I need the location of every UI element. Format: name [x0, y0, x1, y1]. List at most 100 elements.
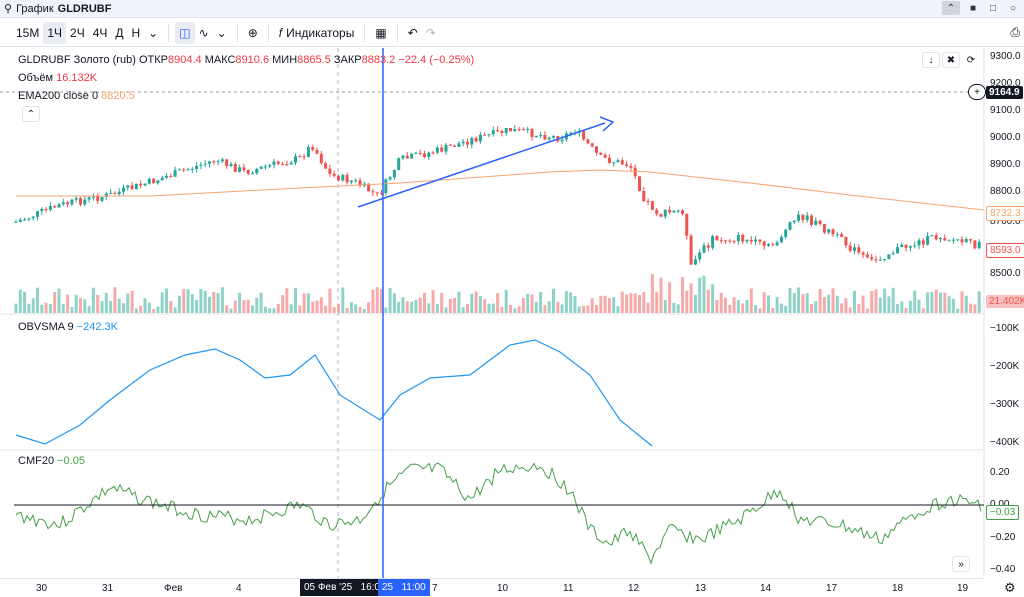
- volume-bar: [934, 289, 938, 313]
- refresh-icon[interactable]: ⟳: [962, 52, 980, 68]
- indicators-button[interactable]: f Индикаторы: [275, 22, 359, 44]
- volume-bar: [358, 306, 362, 313]
- trend-line[interactable]: [357, 122, 606, 208]
- interval-15m[interactable]: 15М: [16, 25, 40, 40]
- volume-bar: [655, 292, 659, 313]
- candle: [27, 218, 31, 220]
- candle: [418, 152, 422, 154]
- candle: [109, 192, 113, 194]
- indicators-label: Индикаторы: [286, 25, 355, 40]
- volume-bar: [478, 296, 482, 313]
- fx-icon: f: [278, 25, 283, 40]
- layouts-grid-icon[interactable]: ▦: [375, 25, 387, 40]
- volume-bar: [272, 308, 276, 313]
- candle: [650, 201, 654, 210]
- interval-1h[interactable]: 1Ч: [43, 21, 67, 44]
- candle: [289, 162, 293, 165]
- volume-bar: [539, 292, 543, 313]
- obv-tick: −400K: [990, 437, 1020, 448]
- candle: [233, 164, 237, 172]
- minimize-icon[interactable]: ■: [969, 2, 977, 14]
- candle: [827, 229, 831, 233]
- volume-bar: [324, 305, 328, 313]
- interval-day[interactable]: Д: [115, 25, 124, 40]
- candle: [139, 183, 143, 186]
- volume-bar: [638, 294, 641, 313]
- undo-icon[interactable]: ↶: [407, 25, 418, 40]
- candle: [913, 245, 917, 247]
- trend-arrowhead[interactable]: [599, 116, 615, 132]
- settings-gear-icon[interactable]: ⚙: [1004, 580, 1016, 595]
- volume-bar: [100, 301, 104, 313]
- volume-bar: [745, 299, 749, 313]
- redo-icon[interactable]: ↷: [425, 25, 436, 40]
- volume-bar: [96, 294, 100, 313]
- line-chart-icon[interactable]: ∿: [198, 25, 209, 40]
- volume-bar: [302, 293, 306, 313]
- volume-bar: [147, 302, 151, 313]
- compare-plus-icon[interactable]: ⊕: [247, 25, 258, 40]
- chevron-up-icon[interactable]: ⌃: [942, 1, 960, 15]
- add-plus-icon[interactable]: +: [968, 84, 986, 100]
- volume-bar: [749, 288, 753, 313]
- volume-bar: [483, 299, 487, 313]
- candle: [388, 177, 392, 180]
- price-chart[interactable]: [0, 48, 1024, 597]
- candle: [225, 159, 229, 166]
- candle: [659, 214, 663, 217]
- scroll-to-realtime-button[interactable]: »: [952, 556, 970, 572]
- close-icon[interactable]: ○: [1009, 2, 1017, 14]
- volume-bar: [169, 301, 173, 313]
- volume-bar: [779, 303, 783, 313]
- candle: [547, 137, 551, 140]
- interval-4h[interactable]: 4Ч: [92, 25, 108, 40]
- candle: [586, 139, 590, 144]
- restore-icon[interactable]: □: [989, 2, 997, 14]
- volume-bar: [242, 300, 246, 313]
- candles-icon[interactable]: ◫: [175, 21, 195, 44]
- candle: [104, 193, 108, 198]
- volume-bar: [633, 293, 637, 313]
- candle: [896, 247, 899, 254]
- candle: [358, 180, 362, 186]
- title-symbol[interactable]: GLDRUBF: [57, 2, 112, 15]
- volume-bar: [521, 298, 525, 313]
- volume-bar: [564, 291, 568, 313]
- candle: [719, 240, 723, 242]
- volume-bar: [79, 298, 82, 313]
- interval-2h[interactable]: 2Ч: [70, 25, 85, 40]
- candle: [951, 239, 955, 241]
- volume-bar: [960, 291, 964, 313]
- volume-bar: [702, 275, 706, 313]
- volume-legend: Объём 16.132K: [18, 72, 98, 84]
- candle: [423, 153, 426, 158]
- volume-bar: [345, 307, 349, 313]
- volume-bar: [835, 295, 839, 313]
- volume-bar: [530, 294, 534, 313]
- candle: [315, 149, 319, 154]
- volume-bar: [857, 303, 861, 313]
- search-icon[interactable]: ⚲: [4, 3, 13, 15]
- collapse-icon[interactable]: ✖: [942, 52, 960, 68]
- snapshot-icon[interactable]: ⎙: [1010, 25, 1020, 39]
- legend-symbol[interactable]: GLDRUBF Золото (rub): [18, 54, 136, 66]
- candle: [883, 259, 887, 261]
- arrow-down-icon[interactable]: ↓: [922, 52, 940, 68]
- chevron-down-icon[interactable]: ⌄: [216, 25, 227, 40]
- volume-bar: [543, 305, 547, 313]
- candle: [530, 129, 534, 138]
- collapse-legend-button[interactable]: ⌃: [22, 106, 40, 122]
- interval-week[interactable]: Н: [131, 25, 141, 40]
- volume-bar: [40, 304, 44, 313]
- volume-bar: [732, 297, 736, 313]
- volume-bar: [380, 288, 383, 313]
- chevron-down-icon[interactable]: ⌄: [148, 25, 159, 40]
- candle: [380, 192, 383, 194]
- volume-bar: [676, 304, 680, 313]
- volume-bar: [177, 295, 181, 313]
- time-tick: 17: [826, 583, 838, 594]
- time-axis[interactable]: [0, 578, 984, 597]
- candle: [87, 197, 91, 200]
- volume-bar: [853, 290, 856, 313]
- candle: [865, 254, 869, 258]
